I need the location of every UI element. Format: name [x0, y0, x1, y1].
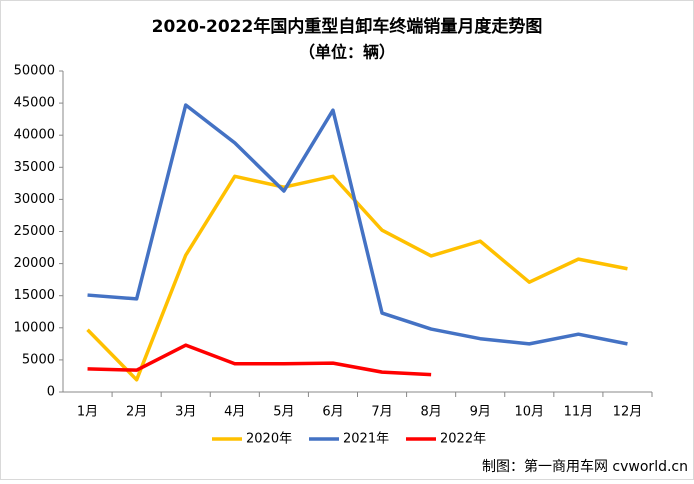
x-tick-label: 3月 — [175, 405, 196, 420]
x-tick-label: 1月 — [77, 405, 98, 420]
series-line — [87, 343, 432, 377]
y-tick-label: 50000 — [14, 64, 55, 79]
y-tick-label: 10000 — [14, 320, 55, 335]
x-tick-label: 7月 — [371, 405, 392, 420]
x-tick-label: 9月 — [470, 405, 491, 420]
y-tick-label: 45000 — [14, 96, 55, 111]
y-tick-label: 0 — [47, 385, 55, 400]
chart-title: 2020-2022年国内重型自卸车终端销量月度走势图 — [152, 16, 543, 37]
x-tick-label: 2月 — [126, 405, 147, 420]
y-tick-label: 40000 — [14, 128, 55, 143]
series-line — [86, 174, 628, 382]
x-tick-label: 5月 — [273, 405, 294, 420]
legend-label: 2020年 — [246, 432, 292, 447]
legend-label: 2022年 — [440, 432, 486, 447]
chart-subtitle: （单位：辆） — [299, 43, 395, 62]
y-tick-label: 15000 — [14, 288, 55, 303]
x-tick-label: 6月 — [322, 405, 343, 420]
x-tick-label: 11月 — [564, 405, 594, 420]
x-tick-label: 12月 — [613, 405, 643, 420]
y-tick-label: 25000 — [14, 224, 55, 239]
x-tick-label: 8月 — [420, 405, 441, 420]
y-tick-label: 5000 — [22, 352, 55, 367]
y-tick-label: 20000 — [14, 256, 55, 271]
series-line — [87, 103, 628, 346]
x-tick-label: 10月 — [515, 405, 545, 420]
y-tick-label: 35000 — [14, 160, 55, 175]
x-tick-label: 4月 — [224, 405, 245, 420]
y-tick-label: 30000 — [14, 192, 55, 207]
source-note: 制图：第一商用车网 cvworld.cn — [482, 458, 688, 475]
legend-label: 2021年 — [343, 432, 389, 447]
